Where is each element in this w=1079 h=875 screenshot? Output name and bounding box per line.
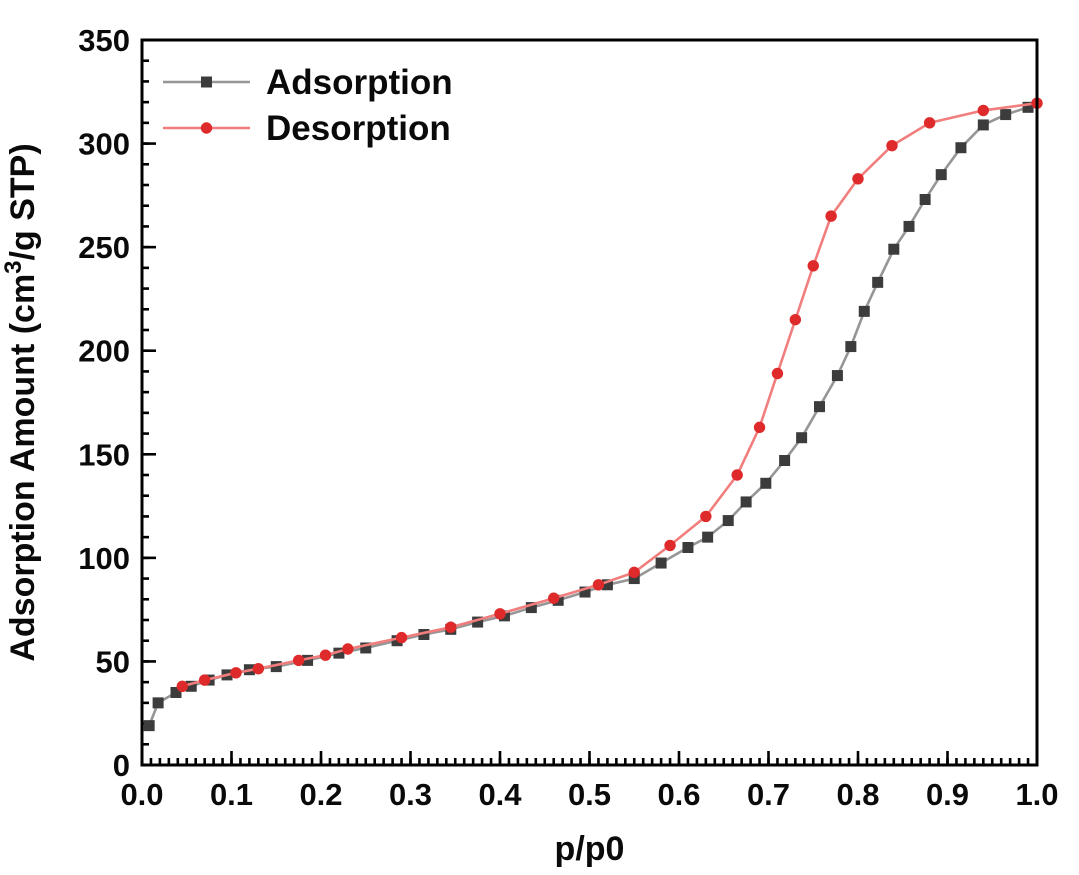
data-point-circle-marker (445, 621, 457, 633)
data-point-circle-marker (789, 313, 802, 326)
x-tick-label: 0.5 (568, 777, 611, 812)
data-point-circle-marker (664, 539, 676, 552)
y-tick-label: 50 (96, 644, 130, 679)
data-point-square-marker (919, 194, 931, 205)
series-desorption-line (181, 101, 1038, 688)
data-point-square-marker (360, 642, 372, 654)
x-tick-label: 0.7 (747, 777, 790, 812)
y-axis-tick-labels: 0 50 100 150 200 250 300 350 (78, 23, 130, 783)
data-point-circle-marker (252, 662, 265, 675)
x-tick-label: 0.2 (299, 777, 342, 812)
legend-label: Desorption (266, 109, 451, 148)
x-tick-label: 0.9 (926, 777, 969, 812)
data-point-square-marker (601, 579, 613, 591)
data-point-circle-marker (886, 139, 898, 152)
data-point-circle-marker (319, 649, 332, 661)
legend-label: Adsorption (266, 63, 453, 102)
data-point-square-marker (655, 557, 667, 569)
data-point-circle-marker (592, 579, 605, 591)
y-tick-label: 250 (78, 230, 130, 265)
data-point-square-marker (722, 515, 734, 527)
plot-frame (140, 38, 1039, 767)
data-point-square-marker (185, 680, 197, 692)
data-point-square-marker (888, 243, 900, 255)
data-point-square-marker (418, 629, 430, 640)
data-point-square-marker (1000, 109, 1012, 121)
data-point-circle-marker (731, 469, 743, 481)
legend-item-adsorption: Adsorption (163, 63, 453, 102)
data-point-square-marker (935, 169, 947, 181)
y-tick-label: 300 (78, 127, 130, 162)
data-point-square-marker (579, 586, 591, 598)
data-point-circle-marker (292, 654, 305, 667)
x-tick-label: 1.0 (1015, 777, 1058, 812)
data-point-circle-marker (548, 592, 560, 604)
data-point-square-marker (977, 119, 989, 131)
y-tick-label: 0 (113, 748, 130, 783)
data-point-circle-marker (807, 260, 819, 272)
data-point-square-marker (472, 616, 484, 628)
data-point-square-marker (740, 496, 752, 508)
y-tick-label: 350 (78, 23, 130, 58)
x-tick-label: 0.6 (657, 777, 700, 812)
data-point-circle-marker (176, 680, 188, 692)
data-point-circle-marker (852, 173, 864, 185)
data-point-square-marker (143, 720, 155, 732)
x-tick-label: 0.8 (836, 777, 879, 812)
data-point-square-marker (628, 573, 640, 585)
data-point-square-marker (831, 370, 843, 382)
data-point-square-marker (302, 654, 314, 666)
data-point-circle-marker (200, 122, 213, 134)
data-point-circle-marker (753, 421, 766, 434)
series-desorption (176, 97, 1043, 692)
data-point-square-marker (858, 305, 870, 317)
data-point-circle-marker (342, 643, 354, 655)
data-point-circle-marker (825, 210, 837, 222)
data-point-square-marker (814, 401, 826, 413)
data-point-circle-marker (494, 608, 506, 620)
legend-item-desorption: Desorption (163, 109, 451, 148)
data-point-square-marker (845, 341, 857, 353)
data-point-square-marker (903, 220, 915, 232)
data-point-square-marker (170, 687, 182, 698)
legend: Adsorption Desorption (163, 63, 453, 148)
data-point-square-marker (152, 697, 164, 709)
axis-ticks (140, 38, 1039, 767)
y-tick-label: 150 (78, 437, 130, 472)
data-point-square-marker (270, 661, 282, 673)
data-point-circle-marker (628, 566, 640, 579)
data-point-square-marker (525, 602, 537, 614)
x-tick-label: 0.0 (120, 777, 163, 812)
y-axis-title: Adsorption Amount (cm3/g STP) (0, 143, 42, 661)
y-tick-label: 200 (78, 334, 130, 369)
x-tick-label: 0.4 (478, 777, 522, 812)
data-point-square-marker (796, 432, 808, 444)
data-point-square-marker (702, 531, 714, 543)
x-axis-tick-labels: 0.0 0.1 0.2 0.3 0.4 0.5 0.6 0.7 0.8 0.9 1.0 (120, 777, 1058, 812)
data-point-circle-marker (395, 631, 408, 644)
data-point-square-marker (872, 276, 884, 288)
data-point-circle-marker (700, 510, 712, 523)
x-tick-label: 0.1 (210, 777, 253, 812)
data-point-square-marker (760, 477, 772, 489)
series-adsorption-line (147, 106, 1029, 727)
y-tick-label: 100 (78, 541, 130, 576)
data-point-square-marker (779, 455, 791, 466)
series-adsorption (143, 101, 1034, 732)
data-point-circle-marker (923, 117, 936, 129)
data-point-circle-marker (198, 674, 211, 686)
data-point-circle-marker (771, 367, 784, 380)
data-point-square-marker (1022, 101, 1034, 113)
data-point-circle-marker (230, 667, 242, 679)
data-point-square-marker (955, 142, 967, 154)
data-point-square-marker (682, 542, 694, 553)
data-point-square-marker (201, 76, 212, 88)
data-point-circle-marker (977, 104, 989, 117)
data-point-square-marker (333, 647, 345, 659)
x-tick-label: 0.3 (389, 777, 432, 812)
x-axis-title: p/p0 (555, 830, 625, 868)
